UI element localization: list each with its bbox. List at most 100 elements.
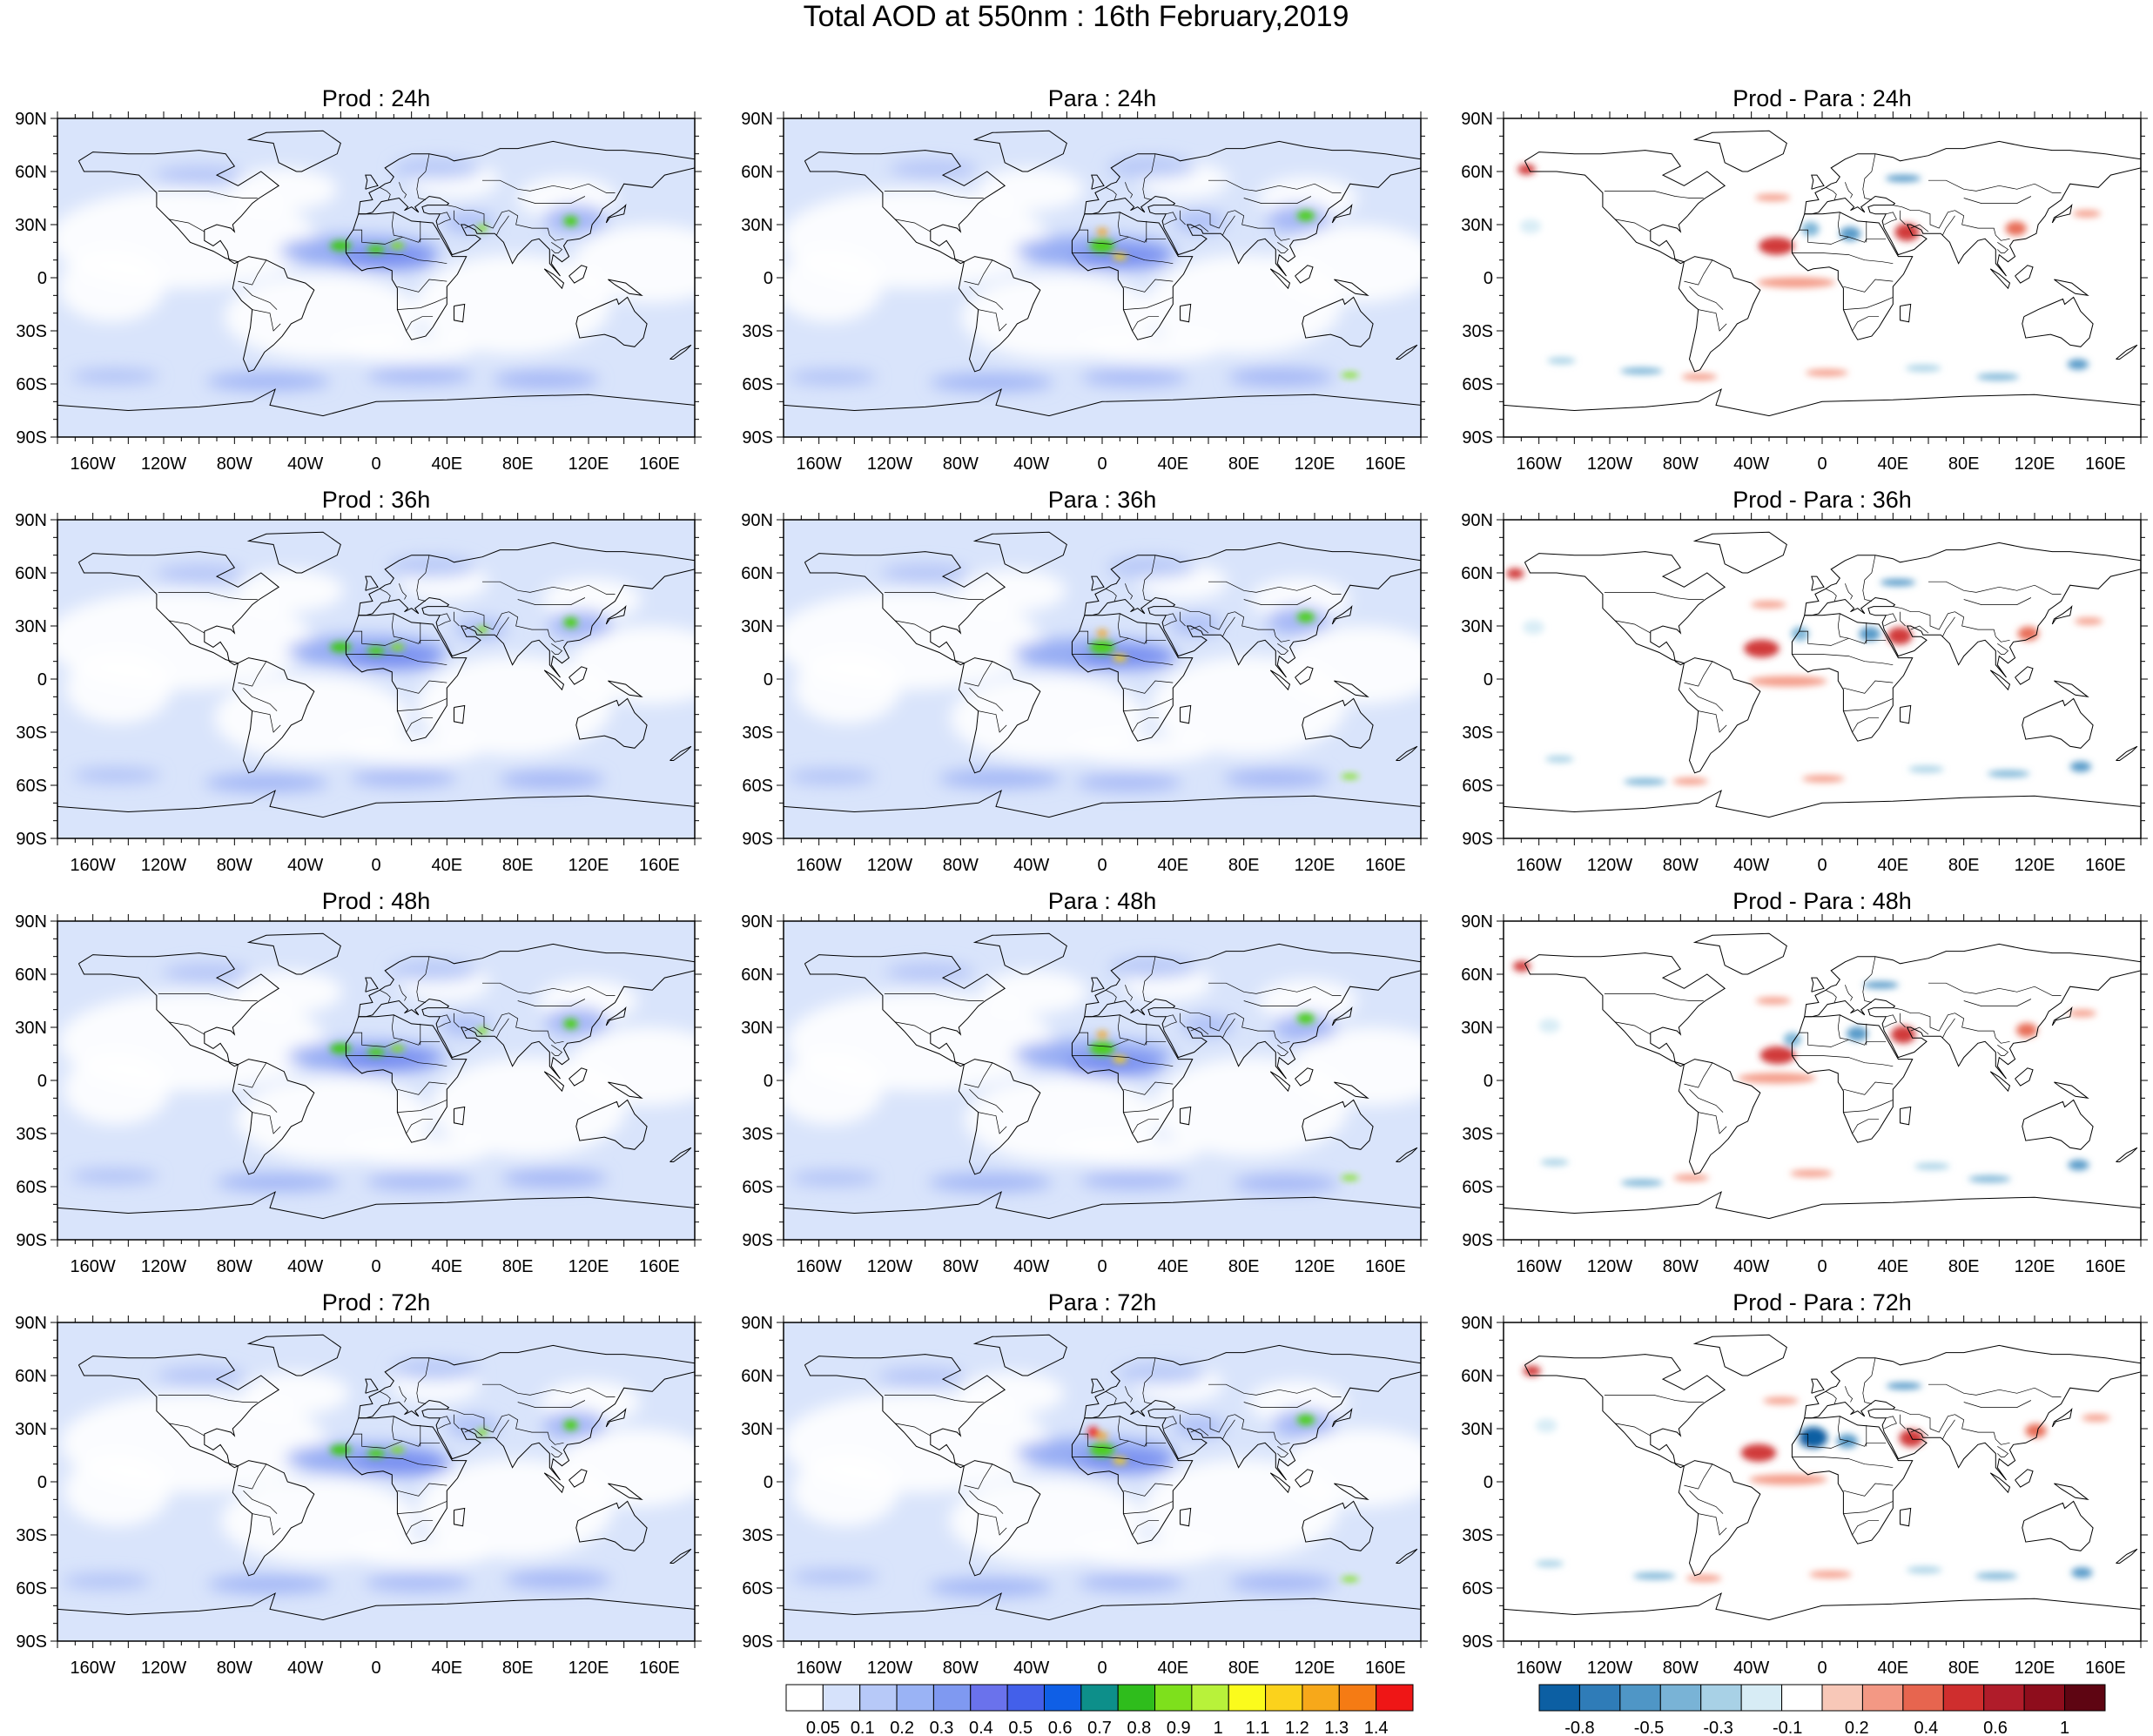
lat-label: 30N xyxy=(741,617,773,636)
colorbar-swatch xyxy=(1740,1684,1783,1712)
lat-label: 60S xyxy=(16,375,47,394)
lat-label: 90N xyxy=(741,1314,773,1333)
colorbar-swatch xyxy=(1191,1684,1229,1712)
lat-label: 30S xyxy=(742,723,773,743)
lon-label: 40E xyxy=(1878,1659,1909,1678)
colorbar-label: 0.6 xyxy=(1983,1719,2008,1736)
lon-label: 160E xyxy=(639,1257,680,1276)
lat-label: 60S xyxy=(1462,375,1493,394)
colorbar-swatch xyxy=(896,1684,934,1712)
coastlines xyxy=(1504,1334,2141,1621)
lon-label: 160E xyxy=(2085,454,2126,474)
field-layer xyxy=(57,118,695,437)
field-layer xyxy=(784,520,1421,838)
lon-label: 80W xyxy=(943,1659,979,1678)
colorbar-label: 0.2 xyxy=(1845,1719,1869,1736)
lon-label: 120W xyxy=(141,1257,186,1276)
lat-label: 30S xyxy=(742,322,773,341)
lon-label: 40W xyxy=(1733,1659,1769,1678)
lat-label: 60N xyxy=(1461,564,1493,583)
lon-label: 40W xyxy=(1013,1659,1049,1678)
lat-label: 90N xyxy=(1461,511,1493,530)
lon-label: 40E xyxy=(1158,1257,1189,1276)
panel-title: Para : 72h xyxy=(1048,1289,1157,1315)
field-layer xyxy=(1504,921,2141,1240)
lon-label: 160E xyxy=(639,856,680,875)
lat-label: 60N xyxy=(741,564,773,583)
lat-label: 90N xyxy=(1461,1314,1493,1333)
lon-label: 40W xyxy=(287,454,323,474)
lat-label: 60S xyxy=(742,1579,773,1598)
colorbar-swatch xyxy=(2023,1684,2066,1712)
country-borders xyxy=(1604,153,2062,332)
country-borders xyxy=(884,555,1342,733)
lon-label: 40E xyxy=(1158,1659,1189,1678)
lat-label: 30S xyxy=(16,1125,47,1144)
lon-label: 120W xyxy=(867,1257,912,1276)
lon-label: 40E xyxy=(1158,454,1189,474)
lat-label: 90N xyxy=(741,110,773,129)
lat-label: 30N xyxy=(1461,617,1493,636)
colorbar-label: 1.2 xyxy=(1285,1719,1309,1736)
lon-label: 40E xyxy=(1878,1257,1909,1276)
colorbar-label: 0.4 xyxy=(969,1719,993,1736)
lat-label: 30N xyxy=(15,1019,47,1038)
lat-label: 60N xyxy=(15,966,47,985)
lon-label: 40E xyxy=(1158,856,1189,875)
colorbar-swatch xyxy=(1376,1684,1414,1712)
lon-label: 120E xyxy=(1295,1257,1336,1276)
lat-label: 60N xyxy=(15,163,47,182)
lon-label: 40W xyxy=(1013,856,1049,875)
field-layer xyxy=(57,921,695,1240)
lon-label: 160E xyxy=(1365,454,1406,474)
colorbar-swatch xyxy=(785,1684,824,1712)
colorbar-label: -0.5 xyxy=(1634,1719,1664,1736)
lat-label: 90S xyxy=(16,1231,47,1250)
colorbar-swatch xyxy=(1619,1684,1661,1712)
lon-label: 40W xyxy=(1733,856,1769,875)
map-panel: Prod - Para : 36h 90N 60N 30N 0 30S 60S 90S 160W… xyxy=(1461,487,2148,875)
lon-label: 160W xyxy=(1517,454,1562,474)
lat-label: 30N xyxy=(1461,216,1493,235)
lat-label: 30N xyxy=(741,1019,773,1038)
coastlines xyxy=(784,1334,1421,1621)
lon-label: 80W xyxy=(217,1659,252,1678)
colorbar-label: 1 xyxy=(1214,1719,1223,1736)
lon-label: 40E xyxy=(432,454,463,474)
lat-label: 30S xyxy=(742,1125,773,1144)
lat-label: 30S xyxy=(16,1526,47,1545)
lon-label: 40W xyxy=(287,1257,323,1276)
map-panel: Para : 48h 90N 60N 30N 0 30S 60S 90S 160W 120W 80W… xyxy=(741,888,1428,1276)
panel-title: Prod : 48h xyxy=(322,888,431,914)
country-borders xyxy=(884,956,1342,1134)
lat-label: 30N xyxy=(1461,1420,1493,1439)
lon-label: 160E xyxy=(639,454,680,474)
colorbar-swatch xyxy=(1861,1684,1904,1712)
lon-label: 80W xyxy=(1663,1257,1699,1276)
colorbar-swatch xyxy=(1781,1684,1823,1712)
colorbar-label: 1.4 xyxy=(1364,1719,1389,1736)
lon-label: 80W xyxy=(217,1257,252,1276)
field-layer xyxy=(1504,1322,2141,1641)
panel-title: Prod : 36h xyxy=(322,487,431,513)
lat-label: 30S xyxy=(16,322,47,341)
lat-label: 0 xyxy=(764,1473,773,1492)
map-panel: Prod : 36h 90N 60N 30N 0 30S 60S 90S 160W 120W 80W… xyxy=(15,487,702,875)
lon-label: 0 xyxy=(1097,1257,1107,1276)
lon-label: 40E xyxy=(1878,454,1909,474)
lon-label: 0 xyxy=(1097,1659,1107,1678)
lon-label: 160E xyxy=(2085,1257,2126,1276)
lon-label: 120E xyxy=(569,1659,609,1678)
colorbar-label: 0.7 xyxy=(1087,1719,1112,1736)
colorbar-swatch xyxy=(1659,1684,1702,1712)
lon-label: 0 xyxy=(371,856,380,875)
lon-label: 160W xyxy=(71,1659,116,1678)
colorbar-swatch xyxy=(1338,1684,1377,1712)
lat-label: 60S xyxy=(1462,1579,1493,1598)
colorbar-label: 1.3 xyxy=(1324,1719,1349,1736)
lon-label: 0 xyxy=(1097,856,1107,875)
diff-colorbar: -0.8 -0.5 -0.3 -0.1 0.2 0.4 0.6 1 xyxy=(1538,1684,2106,1736)
lat-label: 0 xyxy=(37,1072,47,1091)
lat-label: 60S xyxy=(16,1579,47,1598)
lat-label: 60N xyxy=(1461,163,1493,182)
